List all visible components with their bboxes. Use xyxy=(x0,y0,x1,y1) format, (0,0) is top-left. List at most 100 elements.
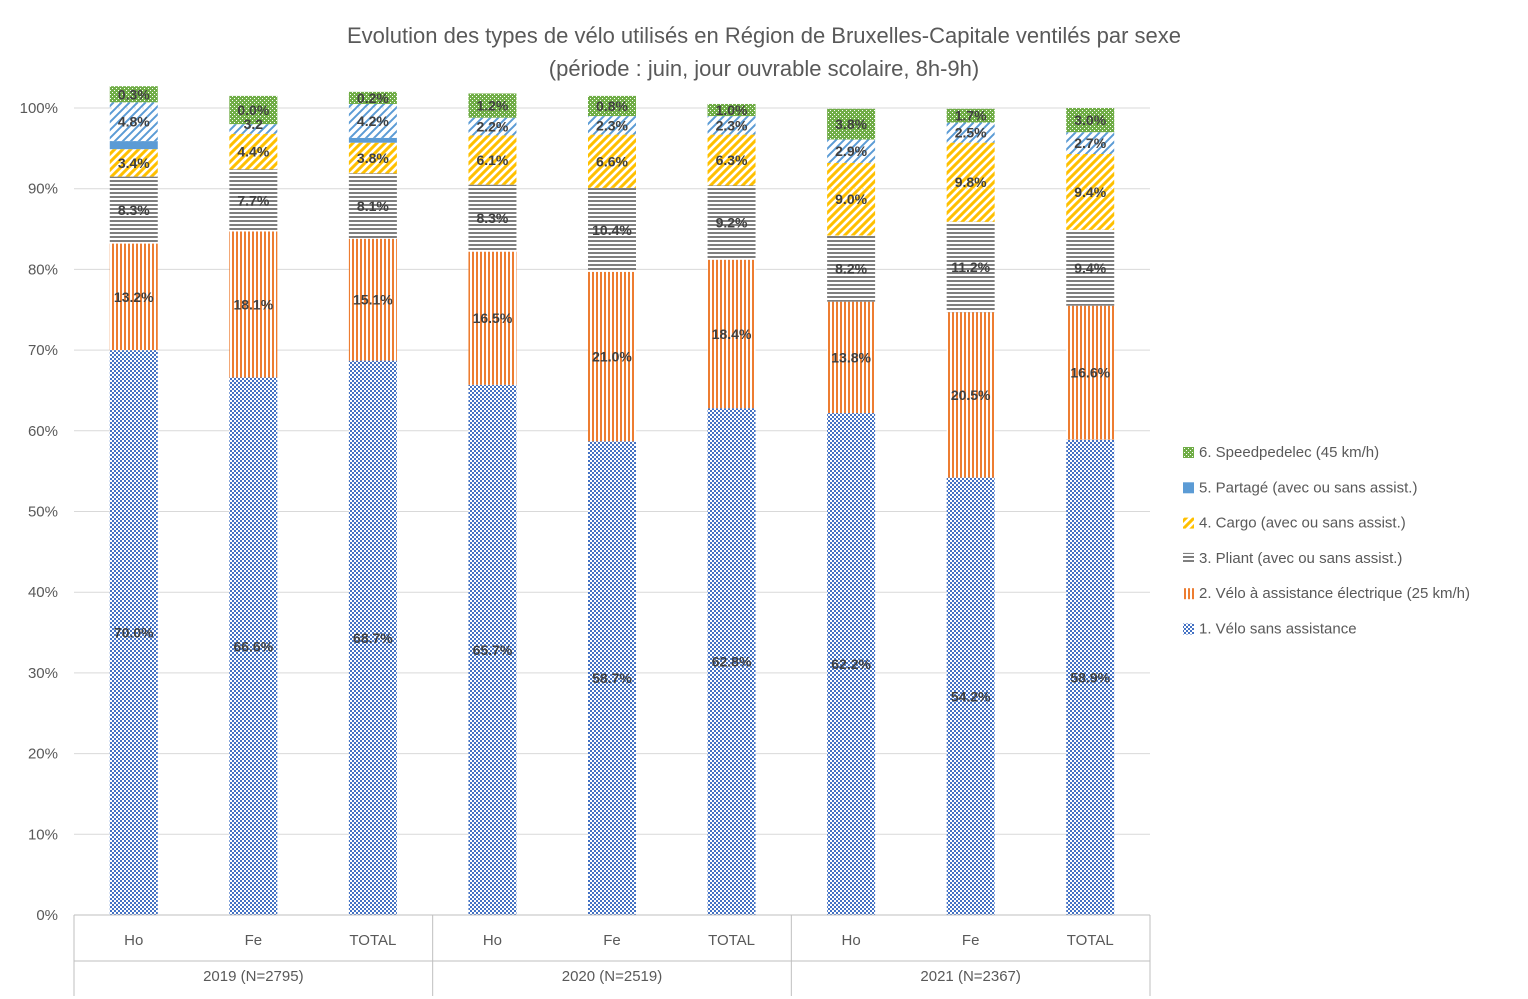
legend-swatch xyxy=(1183,517,1194,529)
legend-swatch xyxy=(1183,552,1194,564)
data-label: 3.2 xyxy=(244,116,264,132)
bar-segment xyxy=(468,117,517,136)
data-label: 3.4% xyxy=(118,155,150,171)
data-label: 6.6% xyxy=(596,153,628,169)
bar-segment xyxy=(468,135,517,185)
legend-label: 4. Cargo (avec ou sans assist.) xyxy=(1199,515,1406,532)
bar-segment xyxy=(229,231,278,378)
bar-segment xyxy=(468,251,517,385)
x-category-label: Ho xyxy=(124,932,143,949)
bar-segment xyxy=(827,413,876,915)
bar-segment xyxy=(229,377,278,916)
data-label: 3.0% xyxy=(1074,112,1106,128)
data-label: 8.2% xyxy=(835,261,867,277)
data-label: 2.3% xyxy=(596,117,628,133)
bar-segment xyxy=(348,103,397,138)
x-group-label: 2021 (N=2367) xyxy=(920,968,1021,985)
data-label: 9.4% xyxy=(1074,184,1106,200)
x-group-label: 2019 (N=2795) xyxy=(203,968,304,985)
bar-segment xyxy=(588,441,636,915)
data-label: 58.9% xyxy=(1070,669,1110,685)
data-label: 2.2% xyxy=(476,119,508,135)
bar-segment xyxy=(946,477,995,915)
legend-label: 1. Vélo sans assistance xyxy=(1199,621,1357,638)
y-tick-label: 90% xyxy=(28,181,58,198)
data-label: 21.0% xyxy=(592,349,632,365)
bar-segment xyxy=(707,185,756,260)
bar-segment xyxy=(348,238,397,361)
data-label: 2.9% xyxy=(835,143,867,159)
data-label: 16.5% xyxy=(473,310,513,326)
data-label: 3.8% xyxy=(835,116,867,132)
data-label: 8.3% xyxy=(476,210,508,226)
data-label: 9.8% xyxy=(955,174,987,190)
bars xyxy=(109,86,1115,916)
bar-segment xyxy=(348,91,397,104)
bar-segment xyxy=(109,243,158,351)
bar-segment xyxy=(1066,132,1115,154)
data-labels: 70.0% 13.2% 8.3% 3.4% 4.8% 0.3% 66.6% 18.1% 7.7%… xyxy=(114,86,1111,704)
legend-label: 5. Partagé (avec ou sans assist.) xyxy=(1199,479,1417,496)
bar-segment xyxy=(946,142,995,222)
data-label: 1.0% xyxy=(716,102,748,118)
chart-title: Evolution des types de vélo utilisés en … xyxy=(347,23,1181,48)
x-axis: Ho Fe TOTAL Ho Fe TOTAL Ho Fe TOTAL 2019 (N=2795)… xyxy=(73,914,1151,996)
y-tick-label: 30% xyxy=(28,665,58,682)
data-label: 7.7% xyxy=(237,192,269,208)
data-label: 2.3% xyxy=(716,117,748,133)
y-tick-label: 10% xyxy=(28,826,58,843)
data-label: 1.2% xyxy=(476,98,508,114)
x-category-label: Fe xyxy=(962,932,980,949)
data-label: 68.7% xyxy=(353,630,393,646)
data-label: 1.7% xyxy=(955,108,987,124)
data-label: 4.2% xyxy=(357,113,389,129)
bar-segment xyxy=(588,116,636,135)
bar-segment xyxy=(588,187,636,272)
bar-segment xyxy=(348,173,397,239)
legend-swatch xyxy=(1183,588,1194,600)
data-label: 62.8% xyxy=(712,654,752,670)
legend: 6. Speedpedelec (45 km/h) 5. Partagé (ave… xyxy=(1183,444,1470,638)
data-label: 6.1% xyxy=(476,152,508,168)
data-label: 13.8% xyxy=(831,349,871,365)
data-label: 65.7% xyxy=(473,642,513,658)
data-label: 8.1% xyxy=(357,198,389,214)
bar-segment xyxy=(109,176,158,244)
bar-segment xyxy=(229,169,278,232)
x-category-label: Ho xyxy=(483,932,502,949)
bar-segment xyxy=(707,134,756,186)
data-label: 8.3% xyxy=(118,202,150,218)
y-axis-ticks: 0% 10% 20% 30% 40% 50% 60% 70% 80% 90% 100% xyxy=(20,100,58,924)
data-label: 9.4% xyxy=(1074,260,1106,276)
bar-segment xyxy=(707,103,756,117)
x-category-label: TOTAL xyxy=(708,932,755,949)
x-category-label: TOTAL xyxy=(349,932,396,949)
data-label: 3.8% xyxy=(357,150,389,166)
data-label: 16.6% xyxy=(1070,365,1110,381)
data-label: 15.1% xyxy=(353,292,393,308)
data-label: 9.2% xyxy=(716,215,748,231)
bar-segment xyxy=(468,384,517,915)
x-category-label: Ho xyxy=(842,932,861,949)
legend-label: 6. Speedpedelec (45 km/h) xyxy=(1199,444,1379,461)
bar-segment xyxy=(946,122,995,143)
bar-segment xyxy=(109,86,158,103)
data-label: 58.7% xyxy=(592,670,632,686)
data-label: 54.2% xyxy=(951,688,991,704)
y-tick-label: 0% xyxy=(36,907,58,924)
bar-segment xyxy=(946,221,995,313)
bar-segment xyxy=(109,102,158,142)
bar-segment xyxy=(468,93,517,118)
bar-segment xyxy=(588,134,636,188)
data-label: 62.2% xyxy=(831,656,871,672)
data-label: 4.4% xyxy=(237,144,269,160)
x-category-label: Fe xyxy=(603,932,621,949)
x-group-label: 2020 (N=2519) xyxy=(562,968,663,985)
data-label: 0.3% xyxy=(118,86,150,102)
bar-segment xyxy=(1066,153,1115,230)
y-tick-label: 50% xyxy=(28,504,58,521)
bar-segment xyxy=(707,259,756,409)
data-label: 20.5% xyxy=(951,387,991,403)
